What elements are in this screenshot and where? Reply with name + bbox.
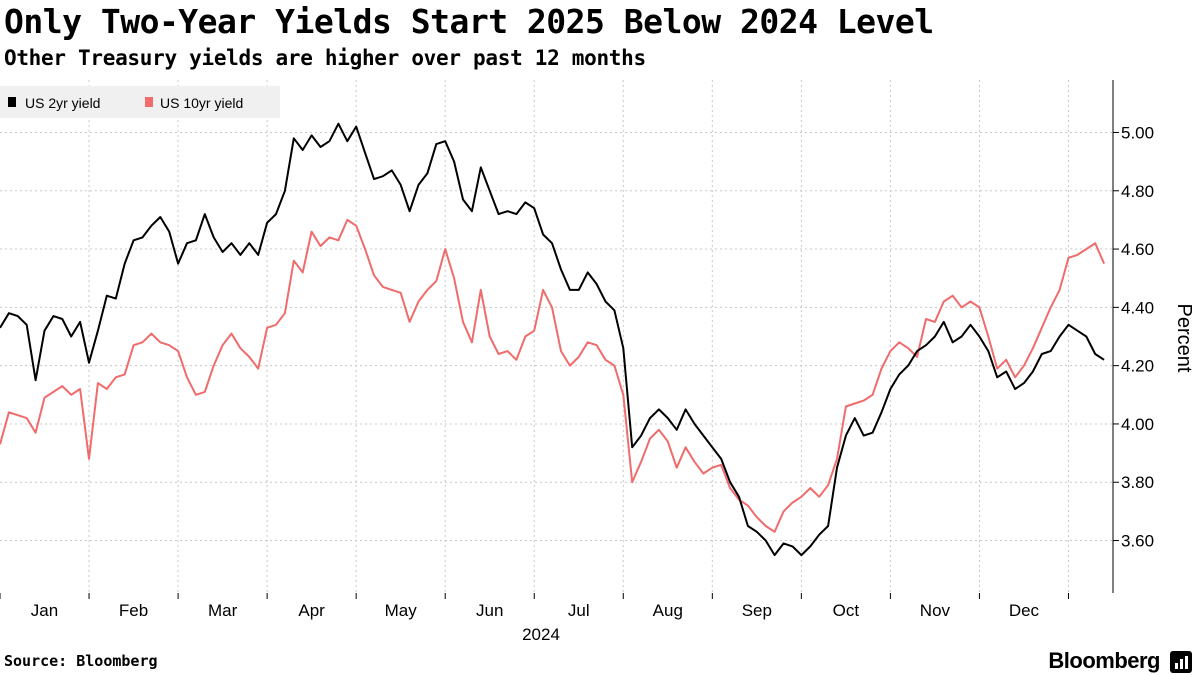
legend-swatch-2yr xyxy=(8,97,16,107)
brand-logo-text: Bloomberg xyxy=(1048,648,1160,673)
x-tick-label: Apr xyxy=(298,601,325,620)
x-tick-label: Mar xyxy=(208,601,238,620)
series-line-2yr xyxy=(0,122,1105,557)
x-tick-label: Oct xyxy=(833,601,860,620)
y-tick-label: 4.80 xyxy=(1121,182,1154,201)
series-line-10yr xyxy=(0,218,1106,533)
y-tick-label: 5.00 xyxy=(1121,123,1154,142)
x-tick-label: Feb xyxy=(119,601,148,620)
bloomberg-terminal-icon xyxy=(1170,651,1192,673)
line-chart: 3.60 3.80 4.00 4.20 4.40 4.60 4.80 5.00 Jan Feb M… xyxy=(0,80,1195,640)
legend-background xyxy=(0,86,280,118)
x-tick-label: May xyxy=(385,601,418,620)
legend-label-10yr: US 10yr yield xyxy=(160,95,243,111)
legend-swatch-10yr xyxy=(145,97,153,107)
chart-subtitle: Other Treasury yields are higher over pa… xyxy=(4,46,646,70)
y-tick-label: 3.60 xyxy=(1121,532,1154,551)
x-tick-label: Aug xyxy=(653,601,683,620)
y-tick-label: 4.00 xyxy=(1121,415,1154,434)
y-tick-label: 4.40 xyxy=(1121,298,1154,317)
y-axis-title: Percent xyxy=(1173,304,1195,373)
y-tick-label: 4.20 xyxy=(1121,357,1154,376)
x-tick-label: Jun xyxy=(476,601,503,620)
x-tick-label: Nov xyxy=(920,601,951,620)
x-tick-label: Dec xyxy=(1009,601,1040,620)
x-tick-label: Jan xyxy=(31,601,58,620)
x-axis-year-label: 2024 xyxy=(522,625,560,640)
source-note: Source: Bloomberg xyxy=(4,652,158,670)
y-tick-label: 4.60 xyxy=(1121,240,1154,259)
chart-title: Only Two-Year Yields Start 2025 Below 20… xyxy=(4,2,934,41)
legend-label-2yr: US 2yr yield xyxy=(25,95,100,111)
x-tick-label: Jul xyxy=(568,601,590,620)
x-tick-label: Sep xyxy=(742,601,772,620)
y-tick-label: 3.80 xyxy=(1121,473,1154,492)
